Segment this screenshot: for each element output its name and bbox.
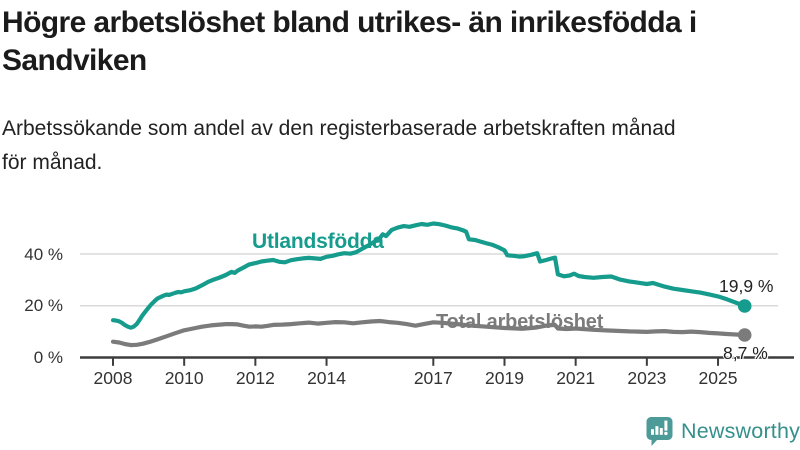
y-tick-label-0: 0 % (33, 348, 63, 367)
x-tick-label-2014: 2014 (307, 368, 346, 388)
x-tick-label-2010: 2010 (164, 368, 204, 388)
series-label-utlandsfodda: Utlandsfödda (252, 230, 384, 253)
x-tick-label-2021: 2021 (556, 368, 596, 388)
end-value-label-total: 8,7 % (723, 343, 768, 363)
chart-title-line-1: Högre arbetslöshet bland utrikes- än inr… (2, 6, 697, 39)
x-tick-label-2012: 2012 (235, 368, 275, 388)
chart-subtitle-line-1: Arbetssökande som andel av den registerb… (2, 117, 676, 140)
x-tick-label-2008: 2008 (93, 368, 133, 388)
x-tick-label-2025: 2025 (698, 368, 738, 388)
x-tick-label-2023: 2023 (627, 368, 667, 388)
chart-subtitle: Arbetssökande som andel av den registerb… (2, 112, 798, 180)
chart-subtitle-line-2: för månad. (2, 151, 103, 174)
chart-title: Högre arbetslöshet bland utrikes- än inr… (2, 4, 798, 80)
series-line-utlandsfodda (110, 221, 747, 330)
logo-bar-1 (651, 428, 654, 435)
branding: Newsworthy (644, 414, 800, 447)
chart-title-line-2: Sandviken (2, 44, 147, 77)
end-value-label-utlandsfodda: 19,9 % (719, 276, 774, 296)
logo-exclamation-bar (664, 420, 668, 431)
x-tick-label-2017: 2017 (413, 368, 453, 388)
x-tick-label-2019: 2019 (485, 368, 524, 388)
newsworthy-logo-icon (646, 416, 673, 446)
end-dot-total (737, 328, 752, 342)
logo-bar-3 (659, 427, 663, 435)
logo-bar-2 (655, 425, 659, 435)
series-line-total (110, 318, 747, 348)
y-tick-label-40: 40 % (24, 244, 63, 264)
series-label-total: Total arbetslöshet (436, 311, 604, 333)
end-dot-utlandsfodda (737, 299, 752, 313)
branding-name: Newsworthy (681, 418, 800, 443)
logo-exclamation-dot (664, 431, 668, 435)
y-tick-label-20: 20 % (24, 296, 63, 316)
